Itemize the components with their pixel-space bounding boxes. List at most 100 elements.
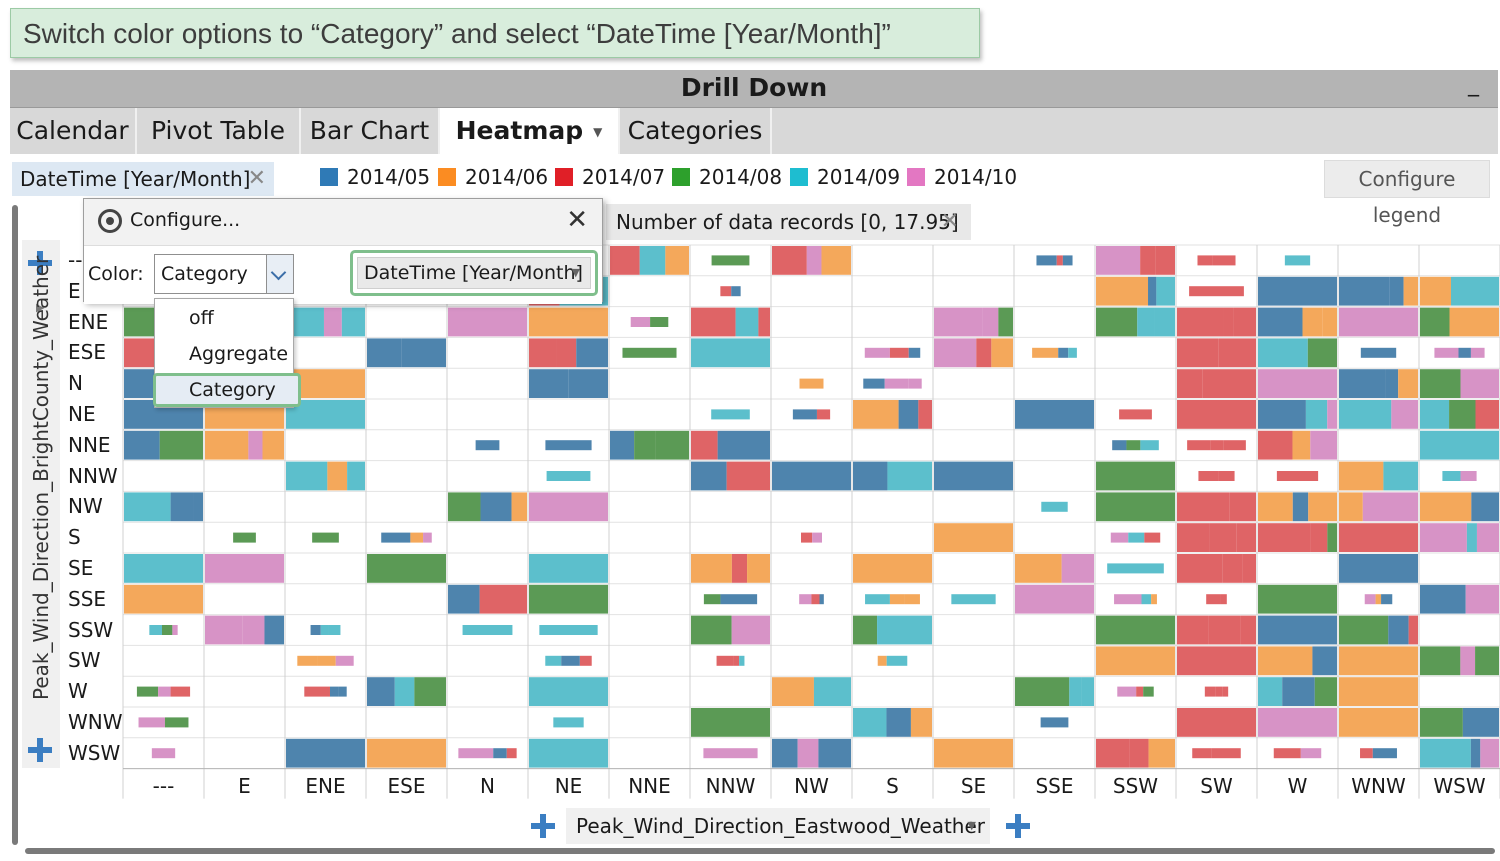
heatmap-cell-segment[interactable] <box>720 286 732 297</box>
heatmap-cell-segment[interactable] <box>367 677 395 706</box>
heatmap-cell-segment[interactable] <box>1258 523 1311 552</box>
heatmap-cell-segment[interactable] <box>998 307 1013 337</box>
heatmap-cell-segment[interactable] <box>772 246 807 275</box>
heatmap-cell-segment[interactable] <box>327 461 348 491</box>
heatmap-cell-segment[interactable] <box>1096 738 1130 768</box>
heatmap-cell-segment[interactable] <box>1069 677 1082 706</box>
heatmap-cell-segment[interactable] <box>951 594 996 605</box>
heatmap-cell-segment[interactable] <box>317 655 336 666</box>
heatmap-cell-segment[interactable] <box>1081 677 1094 706</box>
heatmap-cell-segment[interactable] <box>853 708 887 737</box>
heatmap-cell-segment[interactable] <box>1388 615 1409 645</box>
heatmap-cell-segment[interactable] <box>1360 748 1373 759</box>
heatmap-cell-segment[interactable] <box>1114 594 1142 605</box>
heatmap-cell-segment[interactable] <box>1462 708 1499 737</box>
heatmap-cell-segment[interactable] <box>320 625 329 635</box>
heatmap-cell-segment[interactable] <box>758 307 770 337</box>
heatmap-cell-segment[interactable] <box>887 461 932 491</box>
heatmap-cell-segment[interactable] <box>448 584 480 614</box>
heatmap-cell-segment[interactable] <box>816 409 831 420</box>
heatmap-cell-segment[interactable] <box>338 686 347 697</box>
option-off[interactable]: off <box>189 307 214 329</box>
heatmap-cell-segment[interactable] <box>634 430 656 460</box>
heatmap-cell-segment[interactable] <box>1258 646 1313 676</box>
heatmap-cell-segment[interactable] <box>1187 440 1211 451</box>
heatmap-cell-segment[interactable] <box>908 378 922 389</box>
heatmap-cell-segment[interactable] <box>1210 440 1224 451</box>
heatmap-cell-segment[interactable] <box>1015 677 1070 706</box>
heatmap-cell-segment[interactable] <box>1144 532 1161 543</box>
heatmap-cell-segment[interactable] <box>976 338 992 368</box>
heatmap-cell-segment[interactable] <box>553 717 584 728</box>
heatmap-cell-segment[interactable] <box>506 748 517 759</box>
chevron-down-icon[interactable]: ▼ <box>967 819 976 832</box>
heatmap-cell-segment[interactable] <box>1258 276 1337 306</box>
heatmap-cell-segment[interactable] <box>1420 369 1461 398</box>
heatmap-cell-segment[interactable] <box>1155 246 1175 275</box>
heatmap-cell-segment[interactable] <box>1041 501 1068 512</box>
heatmap-cell-segment[interactable] <box>1310 523 1328 552</box>
heatmap-cell-segment[interactable] <box>124 554 203 583</box>
heatmap-cell-segment[interactable] <box>381 532 411 543</box>
heatmap-cell-segment[interactable] <box>480 492 512 522</box>
category-variable-field[interactable]: DateTime [Year/Month] ▼ <box>357 257 591 289</box>
heatmap-cell-segment[interactable] <box>1068 347 1077 358</box>
heatmap-cell-segment[interactable] <box>124 430 160 460</box>
heatmap-cell-segment[interactable] <box>242 615 265 645</box>
heatmap-cell-segment[interactable] <box>149 625 162 635</box>
option-aggregate[interactable]: Aggregate <box>189 343 289 365</box>
heatmap-cell-segment[interactable] <box>1119 409 1152 420</box>
heatmap-cell-segment[interactable] <box>908 347 921 358</box>
heatmap-cell-segment[interactable] <box>475 440 500 451</box>
heatmap-cell-segment[interactable] <box>529 738 608 768</box>
heatmap-cell-segment[interactable] <box>462 625 513 635</box>
heatmap-cell-segment[interactable] <box>1339 276 1390 306</box>
heatmap-cell-segment[interactable] <box>1177 554 1223 583</box>
heatmap-cell-segment[interactable] <box>193 492 203 522</box>
heatmap-cell-segment[interactable] <box>493 748 507 759</box>
heatmap-cell-segment[interactable] <box>1143 686 1154 697</box>
heatmap-cell-segment[interactable] <box>1258 430 1293 460</box>
heatmap-cell-segment[interactable] <box>1204 686 1216 697</box>
heatmap-cell-segment[interactable] <box>1420 492 1472 522</box>
legend-item[interactable]: 2014/10 <box>907 165 1017 189</box>
heatmap-cell-segment[interactable] <box>1420 400 1450 429</box>
heatmap-cell-segment[interactable] <box>731 554 748 583</box>
heatmap-cell-segment[interactable] <box>801 532 813 543</box>
heatmap-cell-segment[interactable] <box>1177 615 1209 645</box>
heatmap-cell-segment[interactable] <box>864 347 890 358</box>
heatmap-cell-segment[interactable] <box>1476 523 1499 552</box>
heatmap-cell-segment[interactable] <box>1450 276 1499 306</box>
heatmap-cell-segment[interactable] <box>1197 255 1213 266</box>
heatmap-cell-segment[interactable] <box>853 461 888 491</box>
heatmap-cell-segment[interactable] <box>1112 440 1127 451</box>
heatmap-cell-segment[interactable] <box>853 615 878 645</box>
heatmap-cell-segment[interactable] <box>1212 255 1236 266</box>
heatmap-cell-segment[interactable] <box>889 347 909 358</box>
minimize-button[interactable]: _ <box>1468 72 1479 97</box>
tab-categories[interactable]: Categories <box>620 108 772 154</box>
heatmap-cell-segment[interactable] <box>1062 255 1073 266</box>
heatmap-cell-segment[interactable] <box>1129 738 1149 768</box>
heatmap-cell-segment[interactable] <box>529 584 608 614</box>
heatmap-cell-segment[interactable] <box>1403 276 1418 306</box>
heatmap-cell-segment[interactable] <box>410 532 424 543</box>
configure-legend-button[interactable]: Configure legend <box>1324 160 1490 227</box>
heatmap-cell-segment[interactable] <box>877 655 887 666</box>
heatmap-cell-segment[interactable] <box>1220 594 1227 605</box>
heatmap-cell-segment[interactable] <box>799 378 824 389</box>
heatmap-cell-segment[interactable] <box>1339 369 1386 398</box>
heatmap-cell-segment[interactable] <box>1056 255 1063 266</box>
heatmap-cell-segment[interactable] <box>1107 563 1164 574</box>
heatmap-cell-segment[interactable] <box>1032 347 1059 358</box>
heatmap-cell-segment[interactable] <box>1258 615 1337 645</box>
heatmap-cell-segment[interactable] <box>691 307 736 337</box>
heatmap-cell-segment[interactable] <box>853 400 899 429</box>
heatmap-cell-segment[interactable] <box>731 615 770 645</box>
heatmap-cell-segment[interactable] <box>799 594 812 605</box>
heatmap-cell-segment[interactable] <box>1339 677 1418 706</box>
heatmap-cell-segment[interactable] <box>650 317 669 327</box>
heatmap-cell-segment[interactable] <box>172 625 178 635</box>
heatmap-cell-segment[interactable] <box>529 369 569 398</box>
heatmap-cell-segment[interactable] <box>1258 307 1303 337</box>
